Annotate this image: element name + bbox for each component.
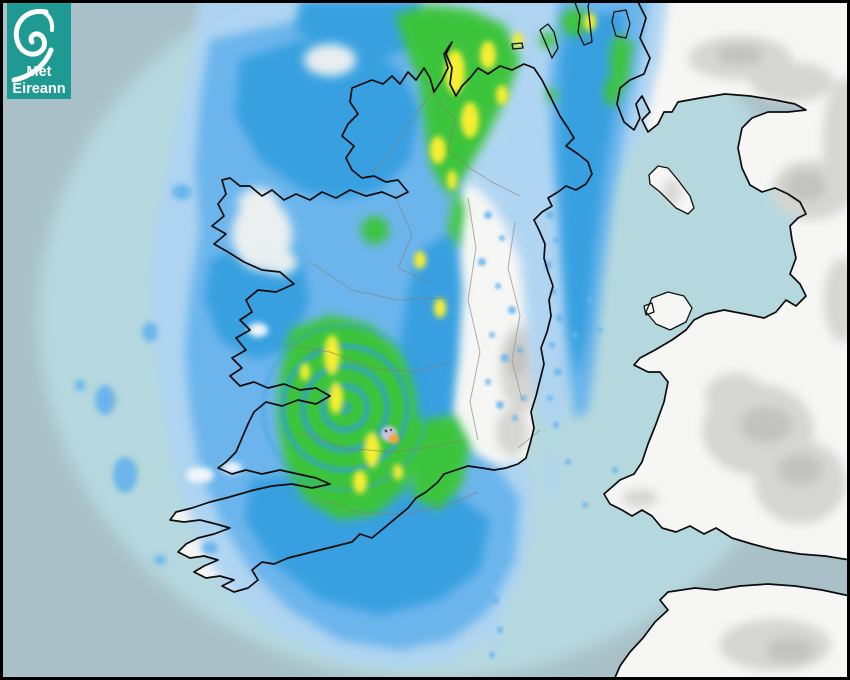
intense-cell	[381, 426, 399, 444]
county-borders	[284, 91, 541, 516]
rain-speckles	[478, 211, 618, 658]
terrain-shading-dark	[508, 45, 826, 662]
radar-range-rings	[260, 323, 430, 493]
met-eireann-spiral-icon	[11, 8, 55, 83]
logo-line2: Éireann	[12, 80, 65, 97]
met-eireann-logo: Met Éireann	[7, 2, 71, 99]
logo-line1: Met	[27, 64, 52, 80]
west-sea-rain-blobs	[75, 184, 218, 565]
no-rain-gaps	[232, 44, 356, 275]
